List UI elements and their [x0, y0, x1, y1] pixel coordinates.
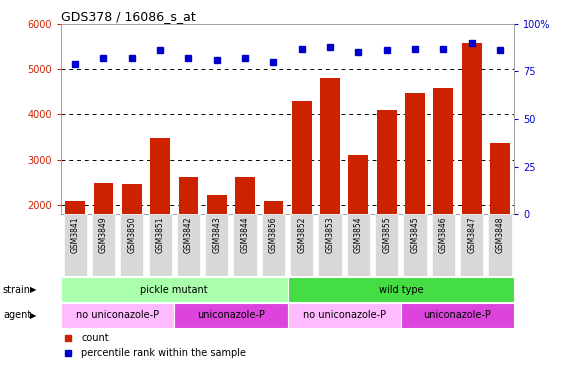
Bar: [178, 177, 198, 296]
Text: uniconazole-P: uniconazole-P: [424, 310, 492, 320]
Bar: [489, 214, 512, 276]
Bar: [320, 78, 340, 296]
Text: agent: agent: [3, 310, 31, 320]
Bar: [63, 214, 87, 276]
Text: GSM3849: GSM3849: [99, 217, 108, 253]
Text: GSM3845: GSM3845: [411, 217, 419, 253]
Bar: [262, 214, 285, 276]
Text: GSM3855: GSM3855: [382, 217, 391, 253]
Text: no uniconazole-P: no uniconazole-P: [303, 310, 386, 320]
Text: percentile rank within the sample: percentile rank within the sample: [81, 348, 246, 358]
Bar: [292, 101, 311, 296]
Bar: [462, 43, 482, 296]
Bar: [149, 214, 172, 276]
Text: ▶: ▶: [30, 311, 37, 320]
Bar: [122, 184, 142, 296]
Bar: [460, 214, 483, 276]
Bar: [377, 110, 397, 296]
Text: uniconazole-P: uniconazole-P: [197, 310, 265, 320]
Text: GSM3853: GSM3853: [325, 217, 335, 253]
Text: GSM3846: GSM3846: [439, 217, 448, 253]
Text: GSM3844: GSM3844: [241, 217, 250, 253]
Bar: [61, 303, 174, 328]
Bar: [288, 303, 401, 328]
Text: wild type: wild type: [379, 284, 423, 295]
Bar: [401, 303, 514, 328]
Bar: [177, 214, 200, 276]
Bar: [207, 195, 227, 296]
Bar: [347, 214, 370, 276]
Bar: [94, 183, 113, 296]
Bar: [264, 201, 284, 296]
Bar: [403, 214, 426, 276]
Text: GDS378 / 16086_s_at: GDS378 / 16086_s_at: [61, 10, 196, 23]
Bar: [61, 277, 288, 302]
Bar: [92, 214, 115, 276]
Bar: [174, 303, 288, 328]
Bar: [120, 214, 144, 276]
Text: GSM3856: GSM3856: [269, 217, 278, 253]
Text: GSM3847: GSM3847: [467, 217, 476, 253]
Text: strain: strain: [3, 284, 31, 295]
Text: GSM3854: GSM3854: [354, 217, 363, 253]
Bar: [65, 201, 85, 296]
Text: ▶: ▶: [30, 285, 37, 294]
Text: GSM3841: GSM3841: [71, 217, 80, 253]
Bar: [349, 155, 368, 296]
Text: pickle mutant: pickle mutant: [141, 284, 208, 295]
Text: GSM3850: GSM3850: [127, 217, 137, 253]
Text: GSM3851: GSM3851: [156, 217, 164, 253]
Text: count: count: [81, 333, 109, 343]
Bar: [432, 214, 455, 276]
Bar: [405, 93, 425, 296]
Bar: [433, 88, 453, 296]
Bar: [150, 138, 170, 296]
Bar: [288, 277, 514, 302]
Bar: [490, 143, 510, 296]
Bar: [235, 178, 255, 296]
Bar: [205, 214, 228, 276]
Text: GSM3843: GSM3843: [212, 217, 221, 253]
Bar: [318, 214, 342, 276]
Bar: [290, 214, 313, 276]
Text: GSM3842: GSM3842: [184, 217, 193, 253]
Text: GSM3848: GSM3848: [496, 217, 504, 253]
Text: no uniconazole-P: no uniconazole-P: [76, 310, 159, 320]
Text: GSM3852: GSM3852: [297, 217, 306, 253]
Bar: [375, 214, 399, 276]
Bar: [234, 214, 257, 276]
